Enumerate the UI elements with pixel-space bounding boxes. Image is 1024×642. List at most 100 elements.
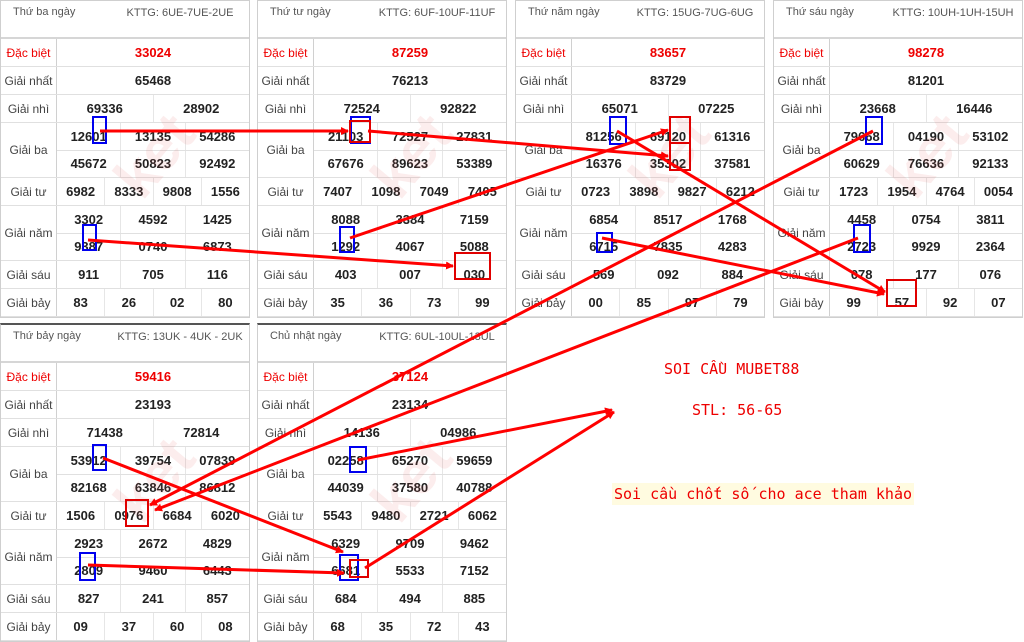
prize-number: 79668: [843, 128, 880, 144]
prize-label: Giải nhất: [1, 67, 57, 94]
prize-number: 92822: [409, 95, 507, 122]
prize-row: Giải tư 1723 1954 4764 0054: [774, 178, 1022, 206]
prize-number: 705: [120, 261, 184, 288]
prize-number: 53102: [957, 123, 1022, 150]
prize-number: 72527: [377, 123, 441, 150]
prize-label: Giải sáu: [258, 261, 314, 288]
prize-label: Giải tư: [516, 178, 572, 205]
prize-number: 02258: [327, 452, 364, 468]
prize-number: 82168: [70, 480, 107, 496]
prize-number: 0740: [120, 233, 184, 260]
kttg-label: KTTG: 13UK - 4UK - 2UK: [117, 331, 243, 343]
prize-number: 37124: [391, 369, 429, 384]
prize-number: 14136: [343, 425, 380, 440]
prize-number: 1768: [699, 206, 764, 233]
prize-number: 53389: [441, 150, 506, 177]
prize-number: 5088: [441, 233, 506, 260]
prize-label: Giải ba: [258, 123, 314, 177]
prize-row: Giải sáu 078 177 076: [774, 261, 1022, 289]
prize-label: Giải năm: [774, 206, 830, 260]
prize-number: 00: [588, 295, 603, 310]
prize-number: 59416: [134, 369, 172, 384]
prize-row: Giải nhất 76213: [258, 67, 506, 95]
day-label: Thứ sáu ngày: [786, 6, 854, 18]
prize-label: Đặc biệt: [1, 363, 57, 390]
prize-label: Giải sáu: [1, 261, 57, 288]
prize-label: Giải nhì: [1, 419, 57, 446]
prize-number: 85: [619, 289, 667, 316]
prize-number: 16446: [925, 95, 1023, 122]
prize-row: Đặc biệt 83657: [516, 39, 764, 67]
prize-row: Giải sáu 684 494 885: [258, 585, 506, 613]
prize-number: 35: [330, 295, 345, 310]
prize-row: Đặc biệt 87259: [258, 39, 506, 67]
kttg-label: KTTG: 6UF-10UF-11UF: [378, 7, 496, 19]
prize-number: 2721: [409, 502, 458, 529]
prize-label: Giải ba: [1, 447, 57, 501]
prize-number: 83729: [649, 73, 687, 88]
prize-label: Giải nhất: [774, 67, 830, 94]
kttg-label: KTTG: 6UL-10UL-13UL: [379, 331, 495, 343]
prize-number: 0723: [581, 184, 611, 199]
note-caption: Soi cầu chốt số cho ace tham khảo: [612, 483, 915, 505]
prize-number: 72814: [152, 419, 250, 446]
prize-number: 80: [200, 289, 249, 316]
prize-row: Giải bảy 83 26 02 80: [1, 289, 249, 317]
prize-row: Giải tư 0723 3898 9827 6212: [516, 178, 764, 206]
prize-number: 403: [334, 267, 357, 282]
table-header: Thứ sáu ngày KTTG: 10UH-1UH-15UH: [774, 1, 1022, 39]
prize-number: 92: [925, 289, 974, 316]
prize-label: Giải tư: [1, 178, 57, 205]
prize-row: Đặc biệt 98278: [774, 39, 1022, 67]
prize-number: 50823: [120, 150, 184, 177]
prize-number: 72524: [343, 101, 380, 116]
prize-row: Giải năm 3302 4592 1425 9387 0740 6873: [1, 206, 249, 261]
prize-row: Giải nhất 81201: [774, 67, 1022, 95]
result-table: Thứ sáu ngày KTTG: 10UH-1UH-15UH Đặc biệ…: [773, 0, 1023, 318]
table-header: Thứ tư ngày KTTG: 6UF-10UF-11UF: [258, 1, 506, 39]
prize-label: Giải tư: [1, 502, 57, 529]
prize-number: 28902: [152, 95, 250, 122]
prize-number: 6684: [152, 502, 201, 529]
prize-row: Giải ba 79668 04190 53102 60629 76636 92133: [774, 123, 1022, 178]
prize-row: Giải năm 4458 0754 3811 2723 9929 2364: [774, 206, 1022, 261]
prize-label: Giải ba: [1, 123, 57, 177]
prize-number: 13135: [120, 123, 184, 150]
prize-number: 97: [667, 289, 716, 316]
prize-row: Giải nhì 14136 04986: [258, 419, 506, 447]
prize-row: Giải nhì 65071 07225: [516, 95, 764, 123]
prize-number: 116: [184, 261, 249, 288]
prize-number: 09: [73, 619, 88, 634]
prize-number: 76636: [893, 150, 957, 177]
prize-number: 5533: [377, 557, 441, 584]
prize-number: 35: [361, 613, 409, 640]
prize-number: 857: [184, 585, 249, 612]
prize-number: 7159: [441, 206, 506, 233]
prize-row: Giải nhì 72524 92822: [258, 95, 506, 123]
prize-number: 7405: [457, 178, 506, 205]
prize-label: Đặc biệt: [1, 39, 57, 66]
prize-number: 36: [361, 289, 409, 316]
prize-label: Giải nhì: [516, 95, 572, 122]
note-stl: STL: 56-65: [692, 401, 783, 419]
prize-number: 92133: [957, 150, 1022, 177]
prize-number: 08: [200, 613, 249, 640]
prize-label: Giải nhì: [258, 419, 314, 446]
result-table: Thứ ba ngày KTTG: 6UE-7UE-2UE Đặc biệt 33…: [0, 0, 250, 318]
prize-number: 4592: [120, 206, 184, 233]
prize-number: 61316: [699, 123, 764, 150]
prize-label: Giải năm: [258, 206, 314, 260]
prize-label: Giải ba: [516, 123, 572, 177]
prize-number: 9709: [377, 530, 441, 557]
prize-number: 26: [104, 289, 152, 316]
prize-label: Giải nhất: [516, 67, 572, 94]
prize-number: 59659: [441, 447, 506, 474]
prize-number: 1556: [200, 178, 249, 205]
prize-number: 9808: [152, 178, 201, 205]
prize-label: Giải tư: [258, 502, 314, 529]
prize-row: Giải ba 12601 13135 54286 45672 50823 92492: [1, 123, 249, 178]
prize-row: Giải năm 2923 2672 4829 2809 9460 6443: [1, 530, 249, 585]
prize-number: 4764: [925, 178, 974, 205]
prize-number: 6062: [457, 502, 506, 529]
prize-number: 3898: [619, 178, 667, 205]
